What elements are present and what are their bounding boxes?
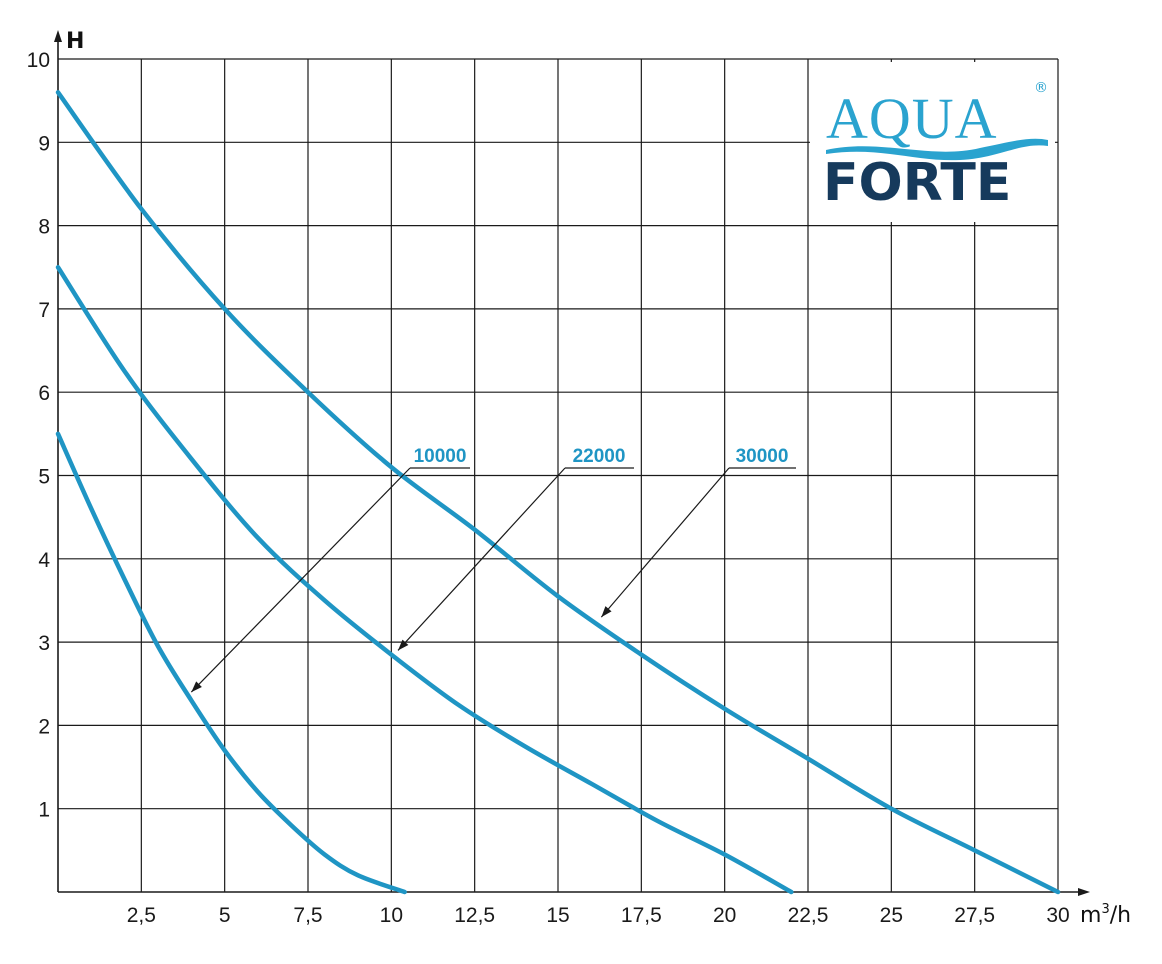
series-line-30000 [55,90,1061,895]
y-axis-title: H [66,29,84,54]
y-tick-label: 4 [38,549,50,572]
y-tick-label: 3 [38,632,50,655]
series-line-22000 [55,265,794,895]
series-label-10000: 10000 [414,446,467,467]
x-axis-title: m3/h [1080,902,1131,928]
x-tick-label: 15 [546,904,569,927]
annotations: 10000 22000 30000 [190,446,796,693]
x-tick-label: 10 [380,904,403,927]
annotation-arrowhead-icon [191,681,202,693]
x-axis-arrow-icon [1078,888,1090,896]
annotation-arrowhead-icon [398,639,409,651]
annotation-arrow-line [397,467,566,651]
logo-forte-text: FORTE [823,153,1011,213]
x-tick-label: 5 [219,904,231,927]
series-label-30000: 30000 [736,446,789,467]
series-line-10000 [55,431,407,895]
x-tick-label: 25 [880,904,903,927]
series-label-22000: 22000 [573,446,626,467]
annotation-arrowhead-icon [601,606,612,618]
logo-wave-icon [826,138,1048,161]
x-tick-label: 7,5 [293,904,322,927]
x-tick-label: 2,5 [127,904,156,927]
y-tick-label: 2 [38,715,50,738]
y-tick-label: 1 [38,799,50,822]
logo-aqua-text: AQUA [826,86,998,151]
y-axis-arrow-icon [54,30,62,42]
logo-registered-mark: ® [1034,80,1048,96]
x-tick-label: 30 [1046,904,1069,927]
y-tick-label: 10 [27,49,50,72]
y-tick-label: 5 [38,466,50,489]
annotation-arrow-line [190,467,411,693]
series-group [55,90,1061,895]
x-tick-label: 27,5 [954,904,995,927]
y-tick-label: 6 [38,382,50,405]
y-tick-label: 8 [38,216,50,239]
annotation-arrow-line [600,467,730,618]
x-tick-label: 17,5 [621,904,662,927]
x-tick-label: 22,5 [788,904,829,927]
axes: 2,5 5 7,5 10 12,5 15 17,5 20 22,5 25 27,5 30 1 2 3 4 5 6 7… [27,29,1131,928]
logo-aqua-word: AQUA [826,86,998,151]
y-tick-label: 7 [38,299,50,322]
x-tick-label: 12,5 [454,904,495,927]
x-tick-label: 20 [713,904,736,927]
y-tick-label: 9 [38,132,50,155]
aquaforte-logo: AQUA ® FORTE [810,62,1055,222]
